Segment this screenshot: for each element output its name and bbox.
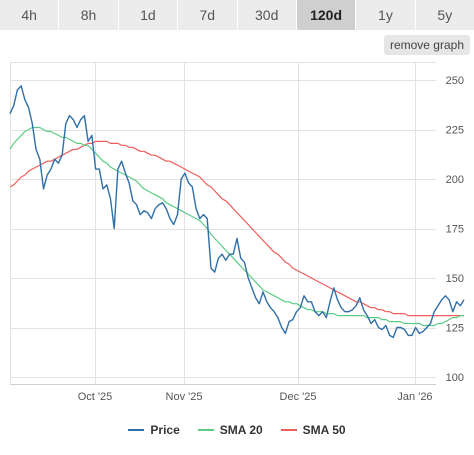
tab-8h[interactable]: 8h xyxy=(59,0,119,30)
x-tick-label: Nov '25 xyxy=(166,391,203,403)
series-line-price xyxy=(9,85,465,339)
legend-label: Price xyxy=(150,423,180,437)
x-tick-label: Jan '26 xyxy=(397,391,432,403)
tab-7d[interactable]: 7d xyxy=(178,0,238,30)
y-tick-label: 250 xyxy=(446,75,464,87)
legend-swatch xyxy=(197,429,214,431)
time-range-tabs: 4h 8h 1d 7d 30d 120d 1y 5y xyxy=(0,0,474,30)
legend-label: SMA 20 xyxy=(219,423,263,437)
tab-120d[interactable]: 120d xyxy=(296,0,357,30)
y-tick-label: 200 xyxy=(446,174,464,186)
legend-item-sma-50[interactable]: SMA 50 xyxy=(280,423,346,437)
tab-30d[interactable]: 30d xyxy=(237,0,297,30)
y-tick-label: 225 xyxy=(446,125,464,137)
x-tick-label: Oct '25 xyxy=(78,391,113,403)
y-tick-label: 150 xyxy=(446,273,464,285)
legend-item-price[interactable]: Price xyxy=(128,423,180,437)
tab-5y[interactable]: 5y xyxy=(415,0,474,30)
price-chart: 100 125 150 175 200 225 250 Oct '25 Nov '25 Dec '… xyxy=(9,62,465,403)
tab-1y[interactable]: 1y xyxy=(356,0,416,30)
legend-swatch xyxy=(280,429,297,431)
legend-item-sma-20[interactable]: SMA 20 xyxy=(197,423,263,437)
y-tick-label: 175 xyxy=(446,224,464,236)
x-tick-label: Dec '25 xyxy=(280,391,317,403)
chart-legend: Price SMA 20 SMA 50 xyxy=(0,418,474,442)
tab-4h[interactable]: 4h xyxy=(0,0,60,30)
series-line-sma-50 xyxy=(9,140,464,317)
remove-graph-button[interactable]: remove graph xyxy=(383,35,470,55)
legend-label: SMA 50 xyxy=(302,423,346,437)
tab-1d[interactable]: 1d xyxy=(118,0,179,30)
series-line-sma-20 xyxy=(9,126,464,327)
legend-swatch xyxy=(128,429,145,431)
y-tick-label: 100 xyxy=(446,372,464,384)
y-tick-label: 125 xyxy=(446,323,464,335)
